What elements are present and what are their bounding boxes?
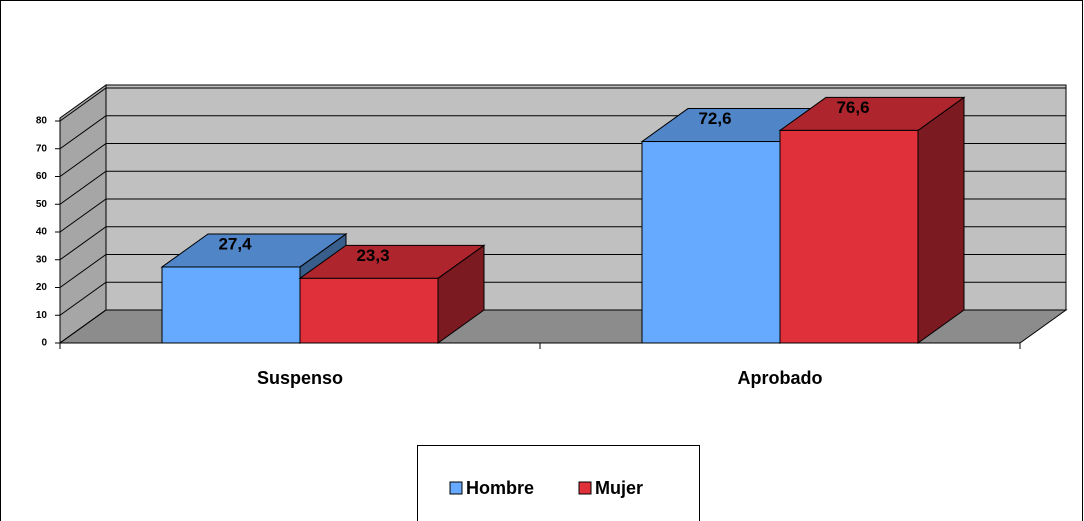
value-label: 72,6: [698, 109, 731, 128]
grid-line: [59, 87, 1066, 122]
side-wall: [59, 84, 107, 344]
legend-swatch: [449, 481, 463, 495]
bar: [299, 277, 439, 344]
x-tick-label: Suspenso: [257, 368, 343, 388]
y-tick-label: 80: [36, 116, 48, 127]
legend-swatch: [578, 481, 592, 495]
bar: [641, 141, 781, 344]
bar: [161, 266, 301, 344]
y-tick-label: 30: [36, 254, 48, 265]
bar-side: [917, 96, 965, 344]
legend-box: [417, 445, 700, 521]
x-tick-label: Aprobado: [738, 368, 823, 388]
y-tick-label: 20: [36, 282, 48, 293]
y-tick-label: 70: [36, 143, 48, 154]
y-tick-label: 0: [41, 338, 47, 349]
y-tick-label: 60: [36, 171, 48, 182]
y-tick-label: 40: [36, 227, 48, 238]
legend-label: Mujer: [595, 478, 643, 498]
value-label: 27,4: [218, 234, 252, 253]
value-label: 76,6: [836, 98, 869, 117]
y-tick-label: 10: [36, 310, 48, 321]
value-label: 23,3: [356, 246, 389, 265]
legend-label: Hombre: [466, 478, 534, 498]
bar: [779, 129, 919, 344]
y-tick-label: 50: [36, 199, 48, 210]
